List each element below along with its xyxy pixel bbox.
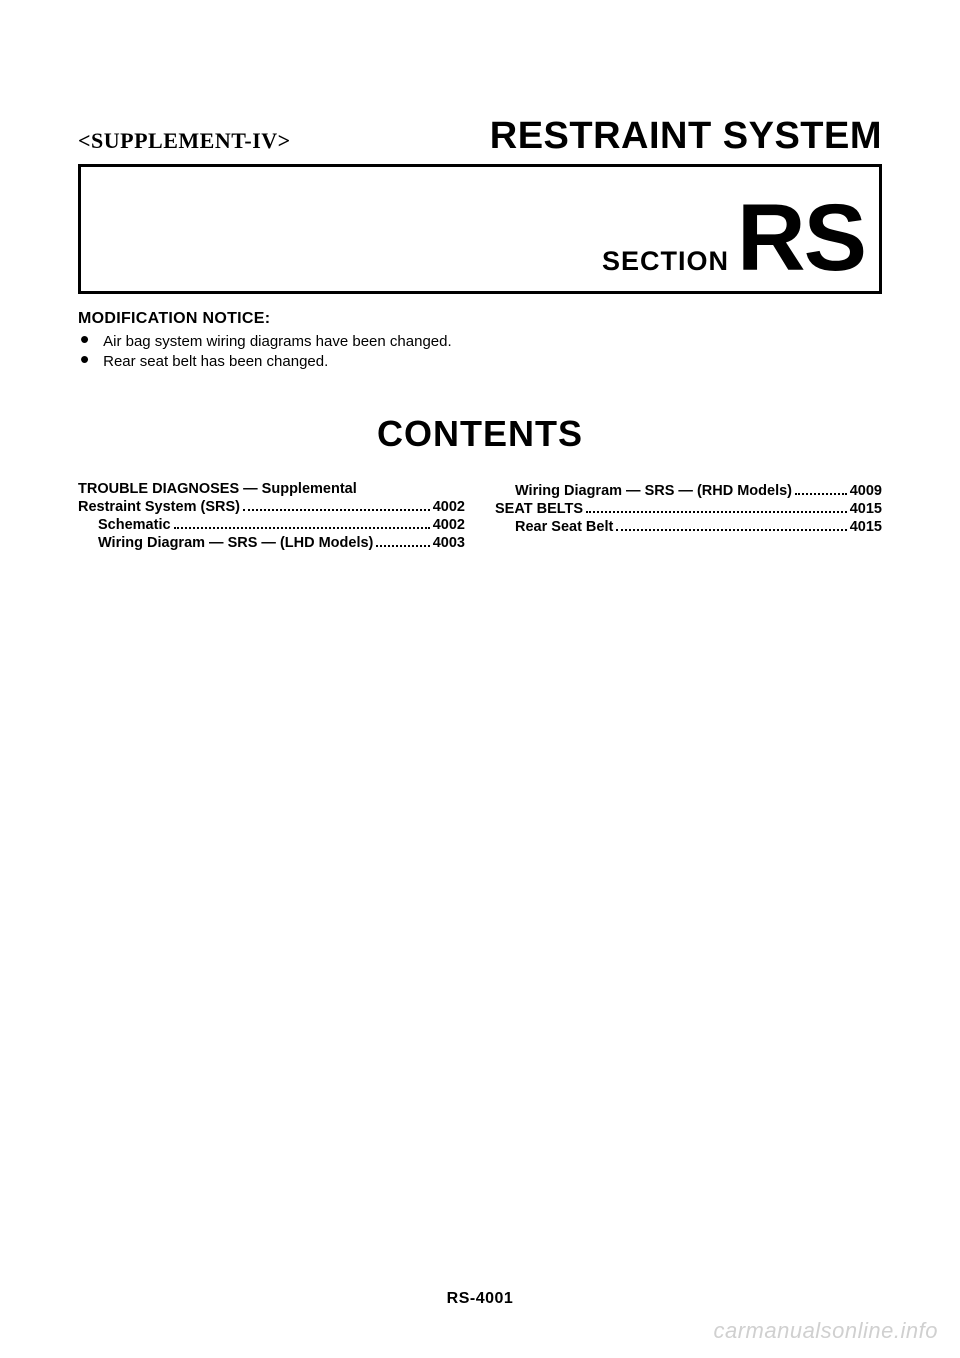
toc-page: 4002 xyxy=(433,499,465,515)
leader-dots xyxy=(243,509,430,511)
section-box: SECTION RS xyxy=(78,164,882,294)
modification-notice-heading: MODIFICATION NOTICE: xyxy=(78,310,882,328)
toc-columns: TROUBLE DIAGNOSES — Supplemental Restrai… xyxy=(78,481,882,551)
leader-dots xyxy=(174,527,430,529)
bullet-text: Air bag system wiring diagrams have been… xyxy=(103,332,452,352)
toc-text: Schematic xyxy=(98,517,171,533)
watermark: carmanualsonline.info xyxy=(713,1318,938,1344)
leader-dots xyxy=(376,545,429,547)
toc-left-column: TROUBLE DIAGNOSES — Supplemental Restrai… xyxy=(78,481,465,551)
leader-dots xyxy=(616,529,846,531)
toc-row: Restraint System (SRS) 4002 xyxy=(78,499,465,515)
toc-row: SEAT BELTS 4015 xyxy=(495,501,882,517)
section-inner: SECTION RS xyxy=(602,197,865,281)
section-word: SECTION xyxy=(602,246,729,277)
toc-text: Wiring Diagram — SRS — (RHD Models) xyxy=(515,483,792,499)
toc-text: Wiring Diagram — SRS — (LHD Models) xyxy=(98,535,373,551)
list-item: • Rear seat belt has been changed. xyxy=(78,352,882,372)
toc-row: Wiring Diagram — SRS — (LHD Models) 4003 xyxy=(78,535,465,551)
page-number: RS-4001 xyxy=(0,1290,960,1308)
page-content: <SUPPLEMENT-IV> RESTRAINT SYSTEM SECTION… xyxy=(0,0,960,551)
bullet-text: Rear seat belt has been changed. xyxy=(103,352,328,372)
bullet-icon: • xyxy=(80,352,89,366)
modification-bullets: • Air bag system wiring diagrams have bee… xyxy=(78,332,882,373)
toc-row: Schematic 4002 xyxy=(78,517,465,533)
toc-page: 4009 xyxy=(850,483,882,499)
list-item: •Air bag system wiring diagrams have bee… xyxy=(78,332,882,352)
toc-text: TROUBLE DIAGNOSES — Supplemental xyxy=(78,481,357,497)
header-row: <SUPPLEMENT-IV> RESTRAINT SYSTEM xyxy=(78,115,882,158)
main-title: RESTRAINT SYSTEM xyxy=(490,115,882,158)
toc-text: Rear Seat Belt xyxy=(515,519,613,535)
toc-text: Restraint System (SRS) xyxy=(78,499,240,515)
toc-row: Wiring Diagram — SRS — (RHD Models) 4009 xyxy=(495,483,882,499)
section-code: RS xyxy=(737,197,865,281)
contents-title: CONTENTS xyxy=(78,413,882,455)
toc-page: 4015 xyxy=(850,501,882,517)
toc-row: Rear Seat Belt 4015 xyxy=(495,519,882,535)
toc-page: 4003 xyxy=(433,535,465,551)
toc-page: 4015 xyxy=(850,519,882,535)
toc-page: 4002 xyxy=(433,517,465,533)
supplement-label: <SUPPLEMENT-IV> xyxy=(78,128,291,154)
toc-row: TROUBLE DIAGNOSES — Supplemental xyxy=(78,481,465,497)
toc-text: SEAT BELTS xyxy=(495,501,583,517)
leader-dots xyxy=(586,511,847,513)
toc-right-column: Wiring Diagram — SRS — (RHD Models)4009 … xyxy=(495,481,882,551)
leader-dots xyxy=(795,493,847,495)
